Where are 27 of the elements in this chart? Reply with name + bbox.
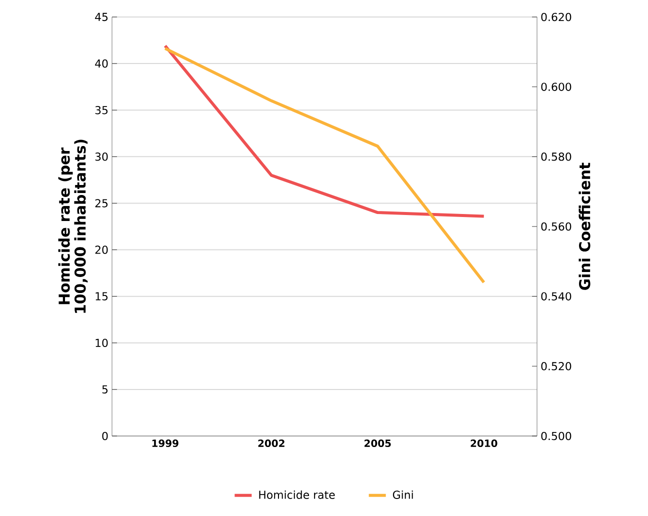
x-tick-label: 1999: [152, 440, 178, 448]
line-series: [164, 46, 486, 284]
y-tick-label: 0: [102, 432, 108, 440]
x-tick-label: 2005: [364, 440, 391, 448]
y-tick-label: 40: [95, 59, 108, 68]
y2-tick-label: 0.600: [541, 82, 572, 91]
y-tick-label: 30: [95, 152, 108, 161]
legend-label: Gini: [392, 490, 413, 499]
y-tick-label: 35: [95, 106, 108, 114]
x-tick-label: 2010: [470, 440, 498, 448]
y2-tick-label: 0.580: [541, 152, 572, 161]
y-tick-label: 45: [95, 12, 108, 22]
y2-tick-label: 0.500: [541, 432, 572, 440]
y-tick-label: 25: [95, 199, 108, 208]
line-series: [164, 44, 486, 218]
y-tick-label: 10: [96, 338, 108, 348]
y2-tick-label: 0.520: [541, 362, 572, 370]
legend-label: Homicide rate: [259, 490, 335, 499]
y-tick-label: 5: [102, 385, 108, 394]
y2-tick-label: 0.540: [541, 292, 572, 300]
y-tick-label: 20: [95, 246, 108, 254]
y-axis-title: Homicide rate (per 100,000 inhabitants): [58, 140, 88, 313]
x-tick-label: 2002: [258, 440, 284, 448]
y-tick-label: 15: [96, 292, 108, 300]
y2-tick-label: 0.560: [541, 222, 572, 231]
y2-tick-label: 0.620: [541, 12, 572, 22]
y2-axis-title: Gini Coefficient: [578, 162, 590, 290]
